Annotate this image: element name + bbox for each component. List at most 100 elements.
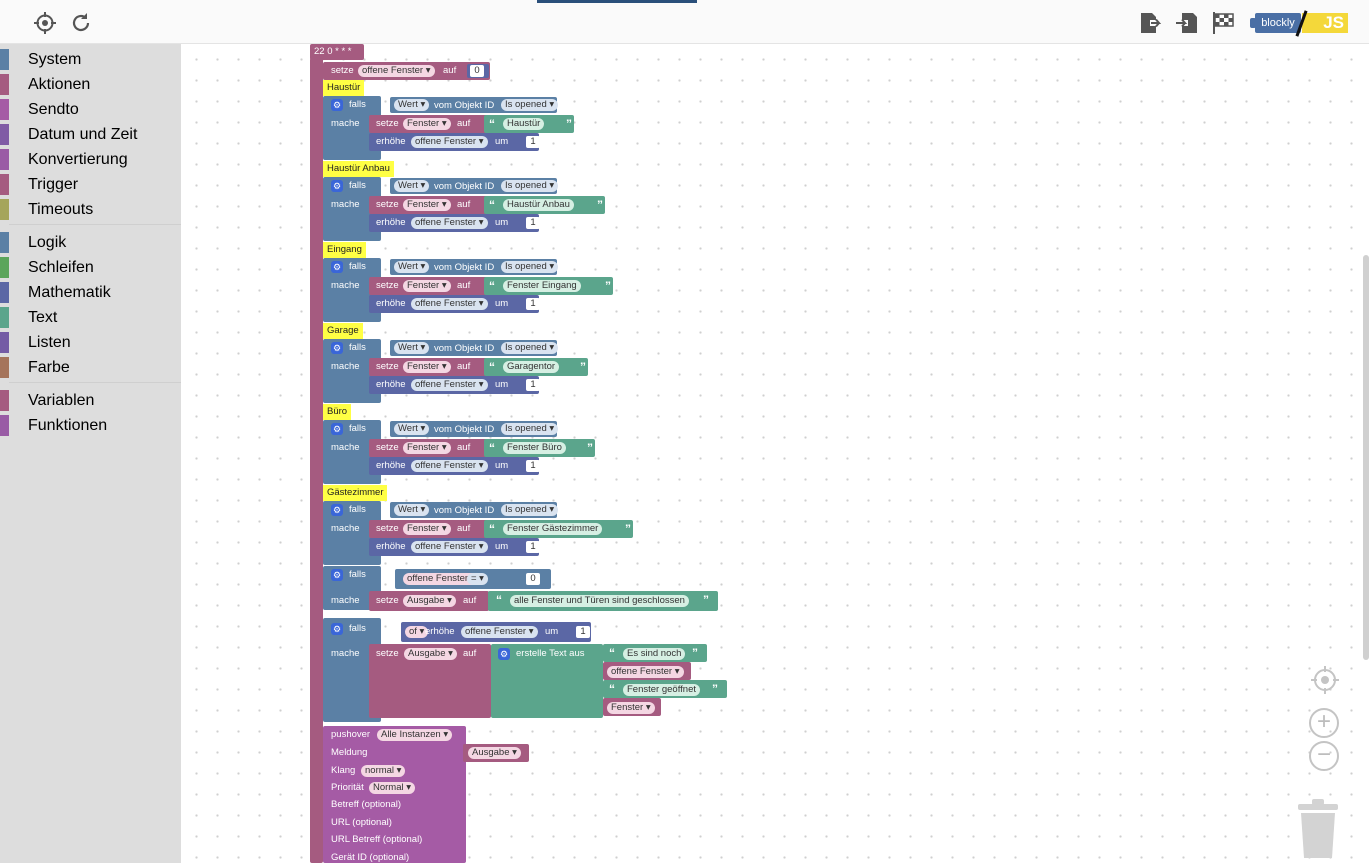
zoom-out-button[interactable]: − — [1309, 741, 1339, 771]
category-logik[interactable]: Logik — [0, 230, 181, 255]
auf-label: auf — [443, 65, 457, 76]
text-value[interactable]: Haustür Anbau — [503, 199, 574, 211]
state-dropdown[interactable]: Is opened ▾ — [501, 99, 559, 111]
schedule-spine[interactable] — [310, 58, 323, 863]
fenster-dropdown[interactable]: Fenster ▾ — [403, 199, 451, 211]
number-1: 1 — [526, 136, 540, 148]
state-dropdown[interactable]: Is opened ▾ — [501, 504, 559, 516]
category-aktionen[interactable]: Aktionen — [0, 72, 181, 97]
locate-icon[interactable] — [32, 10, 58, 36]
mutator-gear-icon[interactable]: ⚙ — [331, 261, 343, 273]
category-text[interactable]: Text — [0, 305, 181, 330]
closed-text[interactable]: alle Fenster und Türen sind geschlossen — [510, 595, 689, 607]
quote-open-icon: “ — [489, 522, 495, 536]
var-dropdown[interactable]: offene Fenster ▾ — [358, 65, 435, 77]
offene-dropdown[interactable]: offene Fenster ▾ — [411, 379, 488, 391]
check-var-dropdown[interactable]: offene Fenster ▾ — [403, 573, 480, 585]
category-trigger[interactable]: Trigger — [0, 172, 181, 197]
wert-dropdown[interactable]: Wert ▾ — [394, 180, 430, 192]
text-part-3-value[interactable]: Fenster geöffnet — [623, 684, 701, 696]
pushover-block[interactable] — [323, 726, 466, 863]
blockly-label: blockly — [1255, 13, 1301, 33]
mutator-gear-icon[interactable]: ⚙ — [331, 623, 343, 635]
meldung-value[interactable]: Ausgabe ▾ — [468, 747, 521, 759]
of-prefix[interactable]: of ▾ — [405, 626, 429, 638]
mache-label: mache — [331, 280, 360, 291]
category-label: Funktionen — [28, 417, 108, 434]
mache-label: mache — [331, 361, 360, 372]
erhoehe-label: erhöhe — [376, 541, 406, 552]
instance-dropdown[interactable]: Alle Instanzen ▾ — [377, 729, 453, 741]
export-icon[interactable] — [1138, 10, 1164, 36]
category-sendto[interactable]: Sendto — [0, 97, 181, 122]
category-datum-und-zeit[interactable]: Datum und Zeit — [0, 122, 181, 147]
text-value[interactable]: Fenster Eingang — [503, 280, 581, 292]
state-dropdown[interactable]: Is opened ▾ — [501, 180, 559, 192]
category-listen[interactable]: Listen — [0, 330, 181, 355]
wert-dropdown[interactable]: Wert ▾ — [394, 342, 430, 354]
quote-close-icon: ” — [605, 279, 611, 293]
zoom-in-button[interactable]: + — [1309, 708, 1339, 738]
fenster-dropdown[interactable]: Fenster ▾ — [403, 118, 451, 130]
state-dropdown[interactable]: Is opened ▾ — [501, 423, 559, 435]
state-dropdown[interactable]: Is opened ▾ — [501, 261, 559, 273]
refresh-icon[interactable] — [68, 10, 94, 36]
mutator-gear-icon[interactable]: ⚙ — [331, 342, 343, 354]
klang-dropdown[interactable]: normal ▾ — [361, 765, 406, 777]
offene-dropdown[interactable]: offene Fenster ▾ — [461, 626, 538, 638]
category-funktionen[interactable]: Funktionen — [0, 413, 181, 438]
category-schleifen[interactable]: Schleifen — [0, 255, 181, 280]
wert-dropdown[interactable]: Wert ▾ — [394, 261, 430, 273]
falls-label: falls — [349, 569, 366, 580]
trash-icon[interactable] — [1296, 798, 1340, 858]
category-konvertierung[interactable]: Konvertierung — [0, 147, 181, 172]
fenster-dropdown[interactable]: Fenster ▾ — [403, 523, 451, 535]
category-timeouts[interactable]: Timeouts — [0, 197, 181, 222]
center-icon[interactable] — [1309, 664, 1341, 696]
blockly-js-toggle[interactable]: blockly JS — [1250, 10, 1348, 37]
offene-dropdown[interactable]: offene Fenster ▾ — [411, 298, 488, 310]
text-value[interactable]: Garagentor — [503, 361, 560, 373]
fenster-dropdown[interactable]: Fenster ▾ — [403, 442, 451, 454]
mutator-gear-icon[interactable]: ⚙ — [331, 423, 343, 435]
offene-dropdown[interactable]: offene Fenster ▾ — [411, 460, 488, 472]
wert-dropdown[interactable]: Wert ▾ — [394, 423, 430, 435]
wert-dropdown[interactable]: Wert ▾ — [394, 504, 430, 516]
vertical-scrollbar[interactable] — [1363, 255, 1369, 660]
erhoehe-label: erhöhe — [376, 460, 406, 471]
fenster-dropdown[interactable]: Fenster ▾ — [403, 280, 451, 292]
category-system[interactable]: System — [0, 47, 181, 72]
mutator-gear-icon[interactable]: ⚙ — [331, 504, 343, 516]
compare-op-dropdown[interactable]: = ▾ — [467, 573, 488, 585]
category-farbe[interactable]: Farbe — [0, 355, 181, 380]
text-value[interactable]: Fenster Gästezimmer — [503, 523, 603, 535]
checkered-flag-icon[interactable] — [1211, 10, 1237, 36]
ausgabe-dropdown[interactable]: Ausgabe ▾ — [404, 648, 457, 660]
category-label: Schleifen — [28, 259, 94, 276]
offene-dropdown[interactable]: offene Fenster ▾ — [411, 136, 488, 148]
text-part-1-value[interactable]: Es sind noch — [623, 648, 686, 660]
text-value[interactable]: Fenster Büro — [503, 442, 566, 454]
mutator-gear-icon[interactable]: ⚙ — [498, 648, 510, 660]
text-value[interactable]: Haustür — [503, 118, 545, 130]
mutator-gear-icon[interactable]: ⚙ — [331, 180, 343, 192]
offene-dropdown[interactable]: offene Fenster ▾ — [411, 217, 488, 229]
category-mathematik[interactable]: Mathematik — [0, 280, 181, 305]
text-part-2-value[interactable]: offene Fenster ▾ — [607, 666, 684, 678]
schedule-block[interactable] — [310, 44, 364, 60]
mutator-gear-icon[interactable]: ⚙ — [331, 99, 343, 111]
wert-dropdown[interactable]: Wert ▾ — [394, 99, 430, 111]
quote-close-icon: ” — [625, 522, 631, 536]
category-variablen[interactable]: Variablen — [0, 388, 181, 413]
blockly-workspace[interactable]: 22 0 * * * setze offene Fenster ▾ auf 0 Haust… — [181, 44, 1369, 863]
offene-dropdown[interactable]: offene Fenster ▾ — [411, 541, 488, 553]
import-icon[interactable] — [1174, 10, 1200, 36]
category-color-bar — [0, 357, 9, 378]
fenster-dropdown[interactable]: Fenster ▾ — [403, 361, 451, 373]
text-part-4-value[interactable]: Fenster ▾ — [607, 702, 655, 714]
state-dropdown[interactable]: Is opened ▾ — [501, 342, 559, 354]
ausgabe-dropdown[interactable]: Ausgabe ▾ — [403, 595, 456, 607]
mutator-gear-icon[interactable]: ⚙ — [331, 569, 343, 581]
quote-close-icon: ” — [580, 360, 586, 374]
prio-dropdown[interactable]: Normal ▾ — [369, 782, 416, 794]
